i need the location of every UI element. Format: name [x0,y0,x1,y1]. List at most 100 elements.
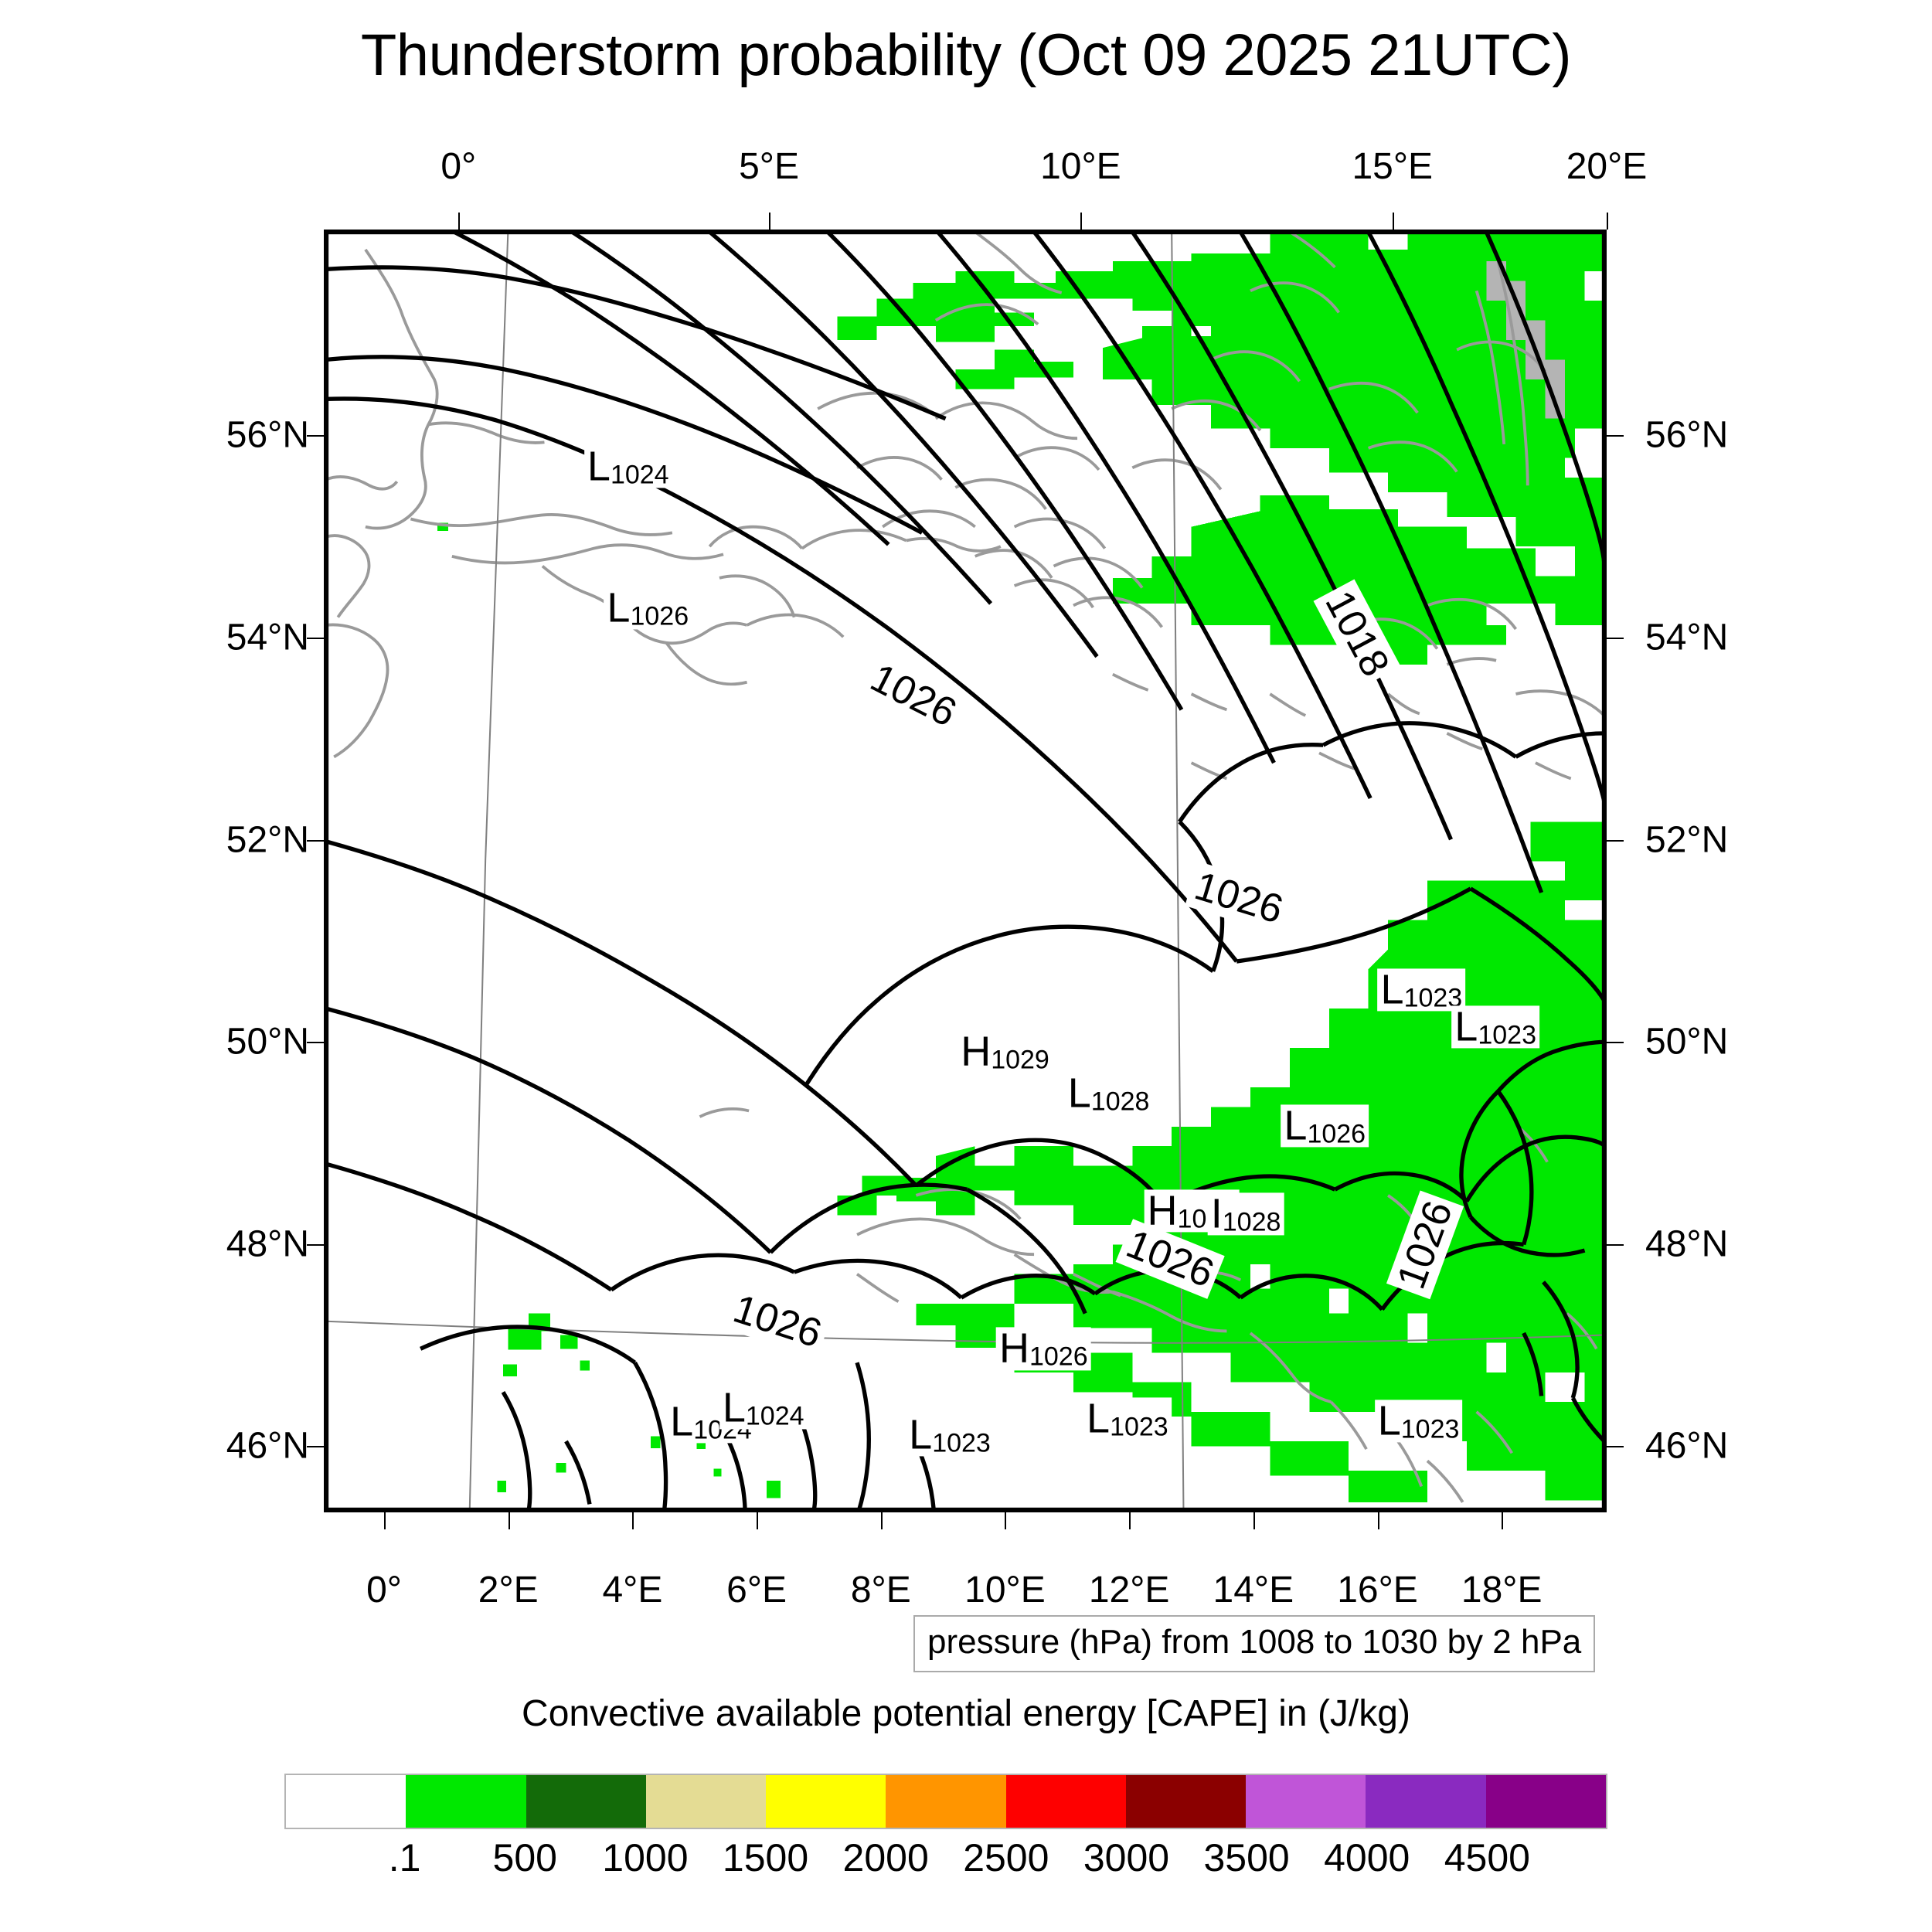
left-tick-mark [307,637,324,639]
colorbar-swatch[interactable] [1005,1775,1126,1828]
colorbar-swatch[interactable] [1485,1775,1606,1828]
pressure-center-value: 1028 [1090,1087,1150,1117]
left-tick-label: 54°N [226,617,309,658]
pressure-center-value: 1028 [1222,1207,1281,1237]
bottom-tick-label: 10°E [964,1570,1046,1611]
pressure-center-value: 1029 [991,1045,1049,1075]
bottom-tick-mark [384,1512,386,1529]
colorbar-tick-label: 1000 [602,1836,689,1879]
top-tick-label: 20°E [1566,146,1648,187]
pressure-center-type: H [1147,1187,1178,1234]
bottom-tick-mark [1253,1512,1255,1529]
pressure-center-marker: L1026 [1281,1102,1369,1149]
pressure-center-type: L [587,443,611,490]
pressure-center-type: L [909,1410,933,1458]
cape-shading [437,232,1604,1502]
pressure-center-marker: L1024 [583,443,672,490]
bottom-tick-label: 12°E [1088,1570,1170,1611]
pressure-center-marker: H1026 [995,1325,1091,1372]
pressure-center-marker: L1024 [719,1386,808,1430]
top-tick-label: 10°E [1040,146,1121,187]
pressure-center-type: L [1380,966,1404,1013]
left-tick-mark [307,1244,324,1247]
bottom-tick-mark [1502,1512,1504,1529]
pressure-legend-text: pressure (hPa) from 1008 to 1030 by 2 hP… [927,1623,1582,1661]
colorbar-swatch[interactable] [1366,1775,1486,1828]
colorbar-swatch[interactable] [1125,1775,1247,1828]
pressure-center-value: 1023 [1110,1412,1168,1442]
left-tick-label: 50°N [226,1021,309,1063]
pressure-center-type: H [998,1325,1029,1372]
colorbar-swatch[interactable] [1246,1775,1366,1828]
pressure-legend: pressure (hPa) from 1008 to 1030 by 2 hP… [913,1615,1596,1672]
map-canvas [326,232,1604,1510]
pressure-center-value: 1023 [1400,1414,1460,1444]
top-tick-mark [769,213,771,230]
colorbar-swatch[interactable] [766,1775,886,1828]
bottom-tick-label: 2°E [478,1570,539,1611]
pressure-center-type: L [1067,1070,1091,1117]
right-tick-label: 56°N [1645,414,1729,456]
bottom-tick-mark [508,1512,510,1529]
right-tick-mark [1607,637,1624,639]
colorbar-swatch[interactable] [526,1775,646,1828]
left-tick-mark [307,1041,324,1043]
bottom-tick-mark [880,1512,883,1529]
pressure-center-value: 1026 [1029,1342,1088,1372]
left-tick-mark [307,1445,324,1447]
pressure-center-type: L [1454,1003,1478,1050]
left-tick-label: 48°N [226,1223,309,1265]
colorbar-tick-label: 4000 [1324,1836,1410,1879]
bottom-tick-mark [1005,1512,1007,1529]
bottom-tick-label: 18°E [1461,1570,1543,1611]
left-tick-label: 46°N [226,1425,309,1467]
pressure-center-marker: L1023 [1451,1003,1539,1050]
bottom-tick-label: 16°E [1337,1570,1418,1611]
pressure-center-marker: L1023 [1374,1397,1463,1444]
pressure-center-type: L [1284,1102,1308,1149]
top-tick-mark [1607,213,1608,230]
left-tick-label: 56°N [226,414,309,456]
top-tick-mark [458,213,461,230]
pressure-center-value: 1026 [630,601,689,631]
pressure-center-type: L [1377,1397,1401,1444]
right-tick-mark [1607,434,1624,437]
coastlines [326,232,1604,1503]
colorbar-tick-label: 1500 [722,1836,809,1879]
pressure-center-type: I [1210,1189,1223,1236]
isobars [326,232,1604,1510]
left-tick-label: 52°N [226,819,309,861]
pressure-center-type: H [961,1028,992,1075]
bottom-tick-label: 0° [366,1570,402,1611]
pressure-center-marker: L1028 [1064,1070,1153,1117]
top-tick-mark [1080,213,1083,230]
pressure-center-marker: H1029 [957,1028,1053,1075]
right-tick-label: 52°N [1645,819,1729,861]
pressure-center-marker: L1023 [1377,966,1466,1013]
colorbar[interactable] [284,1774,1607,1829]
top-tick-label: 0° [440,146,477,187]
bottom-tick-mark [632,1512,634,1529]
pressure-center-value: 1023 [932,1428,991,1458]
pressure-center-marker: L1023 [906,1410,994,1458]
page-title: Thunderstorm probability (Oct 09 2025 21… [360,22,1572,88]
colorbar-tick-label: 3500 [1203,1836,1290,1879]
top-tick-label: 15°E [1352,146,1434,187]
pressure-center-marker: L1026 [604,586,692,631]
colorbar-title: Convective available potential energy [C… [522,1693,1410,1734]
left-tick-mark [307,434,324,437]
right-tick-label: 54°N [1645,617,1729,658]
colorbar-swatch[interactable] [645,1775,767,1828]
colorbar-swatch[interactable] [406,1775,526,1828]
colorbar-swatch[interactable] [886,1775,1006,1828]
colorbar-swatch[interactable] [286,1775,406,1828]
map-panel[interactable]: 1026 1018 1026 1026 1026 1026 L1024 L1026 H1029… [324,230,1607,1512]
pressure-center-marker: L1023 [1083,1397,1172,1442]
pressure-center-value: 1024 [610,460,669,490]
pressure-center-type: L [670,1398,694,1445]
colorbar-tick-label: .1 [388,1836,421,1879]
top-tick-mark [1392,213,1394,230]
pressure-center-value: 1026 [1307,1119,1366,1149]
bottom-tick-label: 8°E [850,1570,911,1611]
